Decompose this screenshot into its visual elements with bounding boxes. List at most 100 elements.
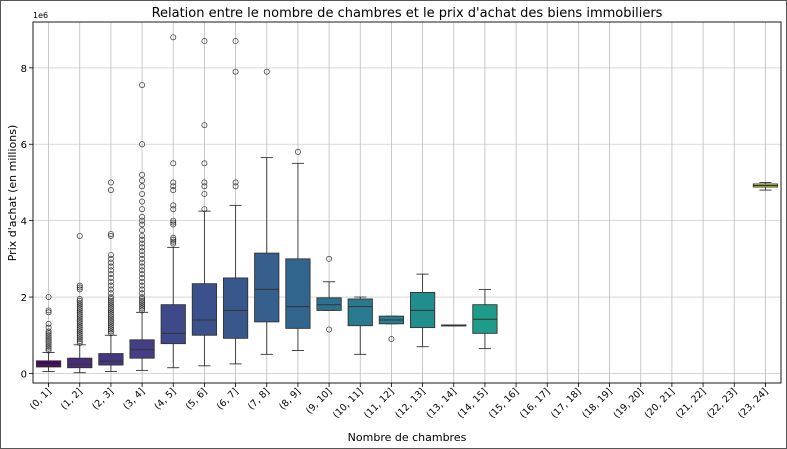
- outlier-point: [139, 297, 146, 304]
- outlier-point: [139, 296, 146, 302]
- outlier-point: [76, 299, 83, 306]
- outlier-point: [107, 252, 114, 258]
- outlier-point: [139, 183, 146, 190]
- iqr-box: [160, 304, 186, 345]
- outlier-point: [107, 318, 114, 325]
- iqr-box: [254, 252, 280, 323]
- iqr-box: [35, 360, 62, 368]
- outlier-point: [107, 294, 114, 300]
- outlier-point: [139, 177, 146, 184]
- iqr-box: [67, 357, 93, 369]
- outlier-point: [76, 301, 83, 308]
- outlier-point: [76, 326, 83, 333]
- outlier-point: [76, 332, 83, 339]
- x-tick-label: (19, 20]: [611, 386, 645, 420]
- outlier-point: [170, 217, 177, 224]
- outlier-point: [76, 318, 83, 325]
- box-5-6: [191, 38, 218, 367]
- y-tick-labels: 0 2 4 6 8: [21, 64, 27, 381]
- x-tick-label: (15, 16]: [487, 386, 521, 420]
- iqr-box: [222, 277, 249, 339]
- outlier-point: [170, 160, 177, 167]
- x-tick-label: (17, 18]: [549, 386, 583, 420]
- outlier-point: [201, 190, 208, 197]
- outlier-point: [107, 267, 114, 274]
- outlier-point: [107, 274, 114, 281]
- outlier-point: [139, 259, 146, 266]
- outlier-point: [201, 122, 208, 129]
- outlier-point: [76, 232, 83, 239]
- outlier-point: [76, 303, 83, 310]
- outlier-point: [107, 297, 114, 304]
- outlier-point: [139, 290, 146, 297]
- outlier-point: [45, 339, 52, 346]
- outlier-point: [326, 326, 333, 333]
- x-tick-label: (22, 23]: [705, 386, 739, 420]
- outlier-point: [45, 338, 52, 344]
- outlier-point: [139, 244, 146, 251]
- outlier-point: [201, 38, 208, 45]
- x-tick-label: (3, 4]: [121, 386, 147, 412]
- x-tick-label: (18, 19]: [580, 386, 614, 420]
- outlier-point: [170, 202, 177, 209]
- outlier-point: [76, 339, 83, 346]
- x-tick-label: (11, 12]: [362, 386, 396, 420]
- outlier-point: [139, 248, 146, 255]
- outlier-point: [170, 183, 177, 190]
- outlier-point: [294, 148, 301, 155]
- y-tick-label: 2: [21, 293, 27, 304]
- plot-area-border: [32, 21, 782, 384]
- outlier-point: [107, 286, 114, 293]
- outlier-point: [107, 282, 114, 289]
- outlier-point: [76, 320, 83, 327]
- y-tick-label: 0: [21, 369, 27, 380]
- outlier-point: [107, 328, 114, 335]
- outlier-point: [139, 227, 146, 234]
- outlier-point: [76, 297, 83, 304]
- outlier-point: [139, 232, 146, 239]
- outlier-point: [45, 332, 52, 339]
- outlier-point: [170, 234, 177, 241]
- outlier-point: [76, 328, 83, 335]
- outlier-point: [76, 338, 83, 344]
- outlier-point: [139, 307, 146, 314]
- box-8-9: [285, 148, 311, 351]
- outlier-point: [107, 322, 114, 329]
- axes: [29, 21, 782, 387]
- outlier-point: [76, 282, 83, 289]
- outlier-point: [107, 324, 114, 331]
- outlier-point: [388, 336, 395, 343]
- outlier-point: [139, 274, 146, 281]
- outlier-point: [107, 311, 114, 318]
- outlier-point: [107, 179, 114, 186]
- outlier-point: [170, 238, 177, 245]
- outlier-point: [139, 278, 146, 285]
- outlier-point: [139, 198, 146, 205]
- outlier-point: [107, 187, 114, 194]
- x-tick-label: (1, 2]: [59, 386, 85, 412]
- outlier-point: [139, 213, 146, 220]
- outlier-point: [107, 301, 114, 308]
- outlier-point: [232, 38, 239, 45]
- x-tick-label: (9, 10]: [304, 386, 334, 416]
- x-tick-label: (5, 6]: [184, 386, 210, 412]
- x-tick-label: (23, 24]: [736, 386, 770, 420]
- outlier-point: [107, 313, 114, 320]
- outlier-point: [139, 82, 146, 88]
- iqr-box: [98, 353, 124, 366]
- outlier-point: [139, 301, 146, 308]
- outlier-point: [76, 317, 83, 323]
- outlier-point: [232, 68, 239, 75]
- outlier-point: [107, 232, 114, 239]
- outlier-point: [45, 341, 52, 348]
- x-tick-label: (6, 7]: [215, 386, 241, 412]
- outlier-point: [139, 303, 146, 310]
- outlier-point: [45, 307, 52, 314]
- outlier-point: [45, 294, 52, 300]
- x-tick-label: (12, 13]: [393, 386, 427, 420]
- outlier-point: [76, 313, 83, 320]
- box-12-13: [409, 273, 436, 348]
- outlier-point: [45, 324, 52, 331]
- outlier-point: [139, 252, 146, 258]
